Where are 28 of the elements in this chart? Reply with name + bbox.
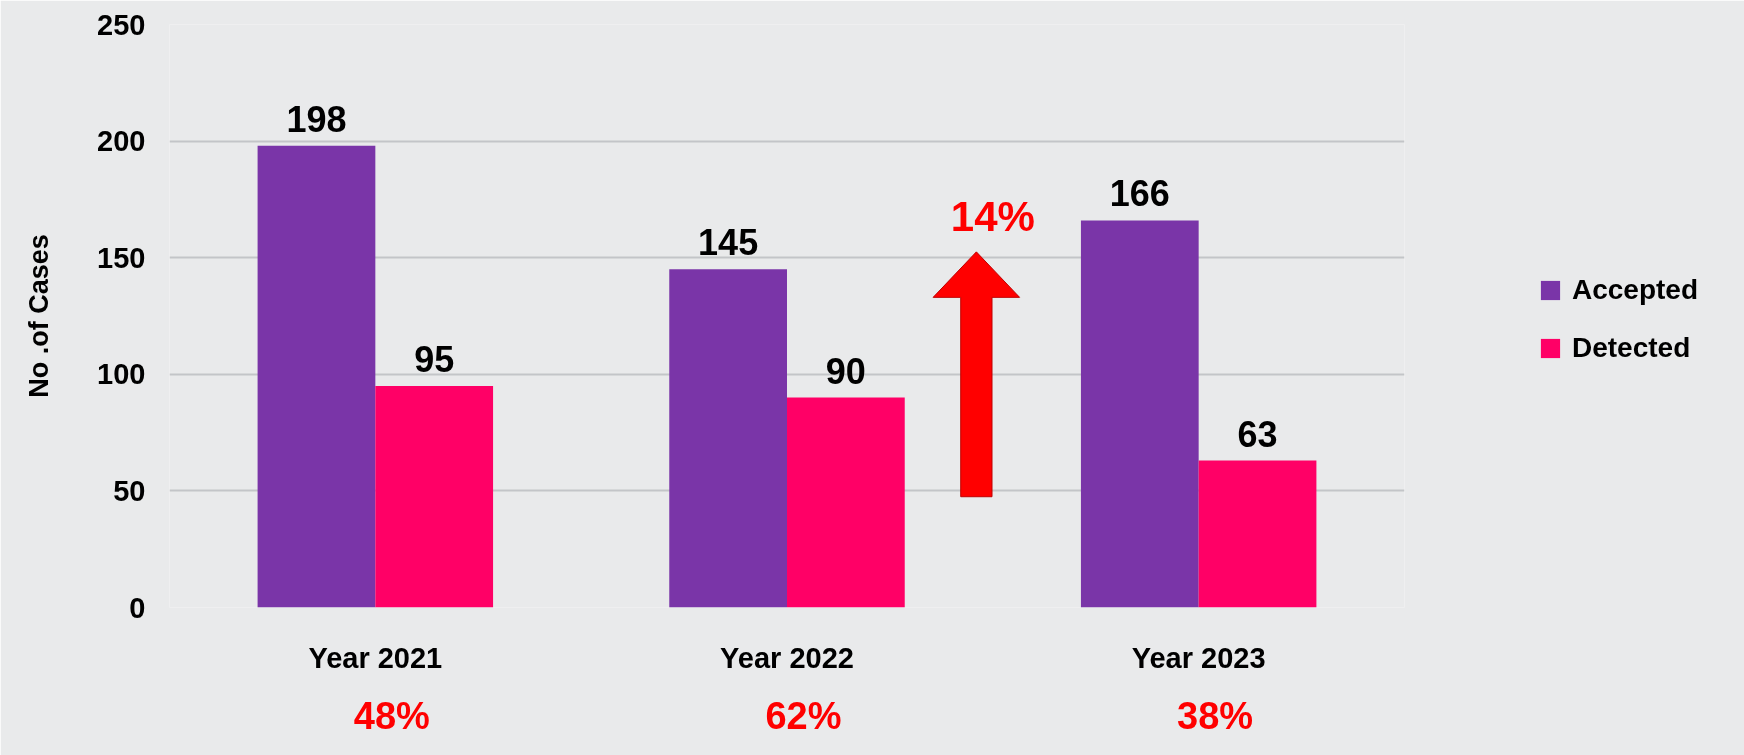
data-label: 63 — [1237, 413, 1278, 455]
data-label: 198 — [286, 98, 347, 140]
bar — [1198, 460, 1317, 608]
y-tick-label: 50 — [113, 474, 146, 507]
x-tick-label: Year 2023 — [1131, 641, 1266, 674]
bar — [1080, 220, 1199, 608]
bar — [669, 269, 787, 608]
data-label: 90 — [825, 350, 866, 392]
legend-label: Accepted — [1572, 274, 1699, 306]
y-tick-label: 0 — [129, 591, 146, 624]
x-tick-label: Year 2022 — [720, 641, 854, 674]
bar — [375, 385, 494, 608]
x-tick-label: Year 2021 — [308, 641, 443, 674]
data-label: 95 — [414, 338, 455, 380]
y-tick-label: 250 — [97, 8, 146, 41]
annotation: 14% — [950, 193, 1035, 241]
bar — [787, 397, 905, 608]
y-axis-title: No .of Cases — [24, 234, 55, 398]
text: 38% — [1177, 694, 1254, 737]
y-tick-label: 150 — [97, 241, 146, 274]
text: 62% — [765, 694, 842, 737]
data-label: 166 — [1109, 173, 1170, 215]
data-label: 145 — [698, 222, 759, 264]
y-tick-label: 200 — [97, 125, 146, 158]
text: 48% — [353, 694, 430, 737]
y-tick-label: 100 — [97, 358, 146, 391]
bar — [257, 145, 376, 608]
legend-label: Detected — [1572, 332, 1691, 364]
